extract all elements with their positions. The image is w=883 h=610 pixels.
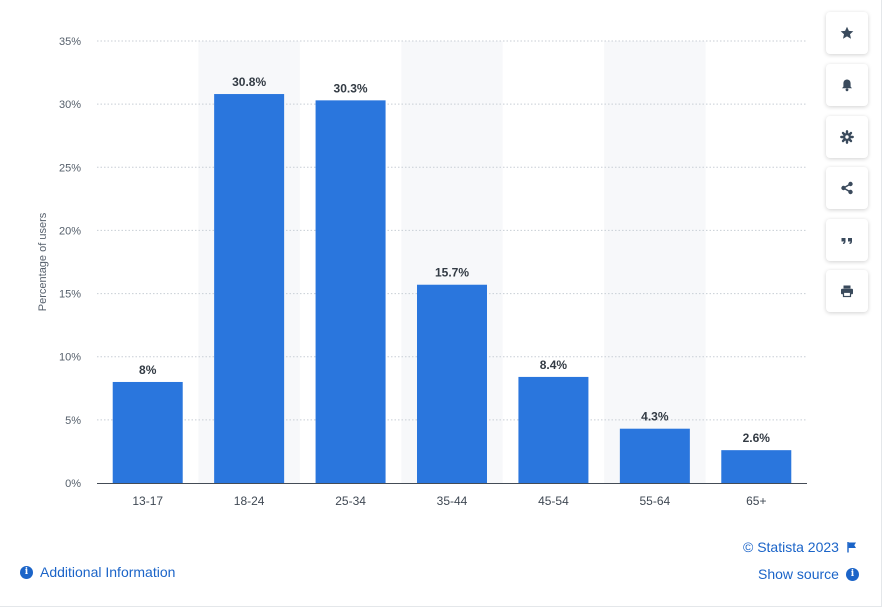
data-label: 8% xyxy=(139,363,157,377)
y-tick-label: 20% xyxy=(59,225,81,237)
bar xyxy=(417,284,487,483)
y-tick-label: 10% xyxy=(59,352,81,364)
additional-information-link[interactable]: i Additional Information xyxy=(20,564,175,580)
bar xyxy=(721,450,792,483)
bar-chart: 0% 5% 10% 15% 20% 25% 30% 35% Percentage of user… xyxy=(37,36,807,508)
star-icon xyxy=(840,26,854,39)
data-label: 2.6% xyxy=(743,431,771,445)
copyright-text: © Statista 2023 xyxy=(743,539,839,555)
y-tick-label: 25% xyxy=(59,162,81,174)
cite-button[interactable] xyxy=(826,219,868,261)
x-tick-label: 65+ xyxy=(746,494,766,508)
data-label: 30.8% xyxy=(232,75,266,89)
bar xyxy=(112,381,183,483)
additional-information-text: Additional Information xyxy=(40,564,176,580)
show-source-link[interactable]: Show source i xyxy=(758,566,859,582)
y-tick-label: 5% xyxy=(65,415,81,427)
bar xyxy=(214,94,285,483)
info-icon: i xyxy=(845,567,859,581)
bell-icon xyxy=(842,79,852,92)
favorite-button[interactable] xyxy=(826,12,868,54)
y-axis-label: Percentage of users xyxy=(37,212,49,311)
y-tick-label: 35% xyxy=(59,36,81,48)
bar xyxy=(315,100,386,484)
quote-icon xyxy=(841,238,852,244)
print-icon xyxy=(841,285,853,298)
info-icon: i xyxy=(20,565,33,579)
y-tick-label: 0% xyxy=(65,478,81,490)
share-icon xyxy=(841,181,853,195)
x-tick-label: 25-34 xyxy=(335,494,366,508)
statista-copyright-link[interactable]: © Statista 2023 xyxy=(743,539,858,555)
print-button[interactable] xyxy=(826,270,868,312)
notification-button[interactable] xyxy=(826,64,868,106)
settings-button[interactable] xyxy=(826,116,868,158)
y-tick-label: 15% xyxy=(59,289,81,301)
x-tick-label: 18-24 xyxy=(234,494,265,508)
column-band xyxy=(604,41,706,483)
x-tick-label: 55-64 xyxy=(640,494,671,508)
y-tick-label: 30% xyxy=(59,99,81,111)
x-tick-label: 13-17 xyxy=(132,494,163,508)
data-label: 4.3% xyxy=(641,410,669,424)
data-label: 15.7% xyxy=(435,266,469,280)
bar xyxy=(619,428,690,483)
bar xyxy=(518,376,589,483)
show-source-text: Show source xyxy=(758,566,839,582)
data-label: 30.3% xyxy=(334,81,368,95)
flag-icon xyxy=(847,542,856,553)
x-tick-label: 35-44 xyxy=(437,494,468,508)
x-tick-label: 45-54 xyxy=(538,494,569,508)
share-button[interactable] xyxy=(826,167,868,209)
data-label: 8.4% xyxy=(540,358,568,372)
gear-icon xyxy=(840,130,854,144)
